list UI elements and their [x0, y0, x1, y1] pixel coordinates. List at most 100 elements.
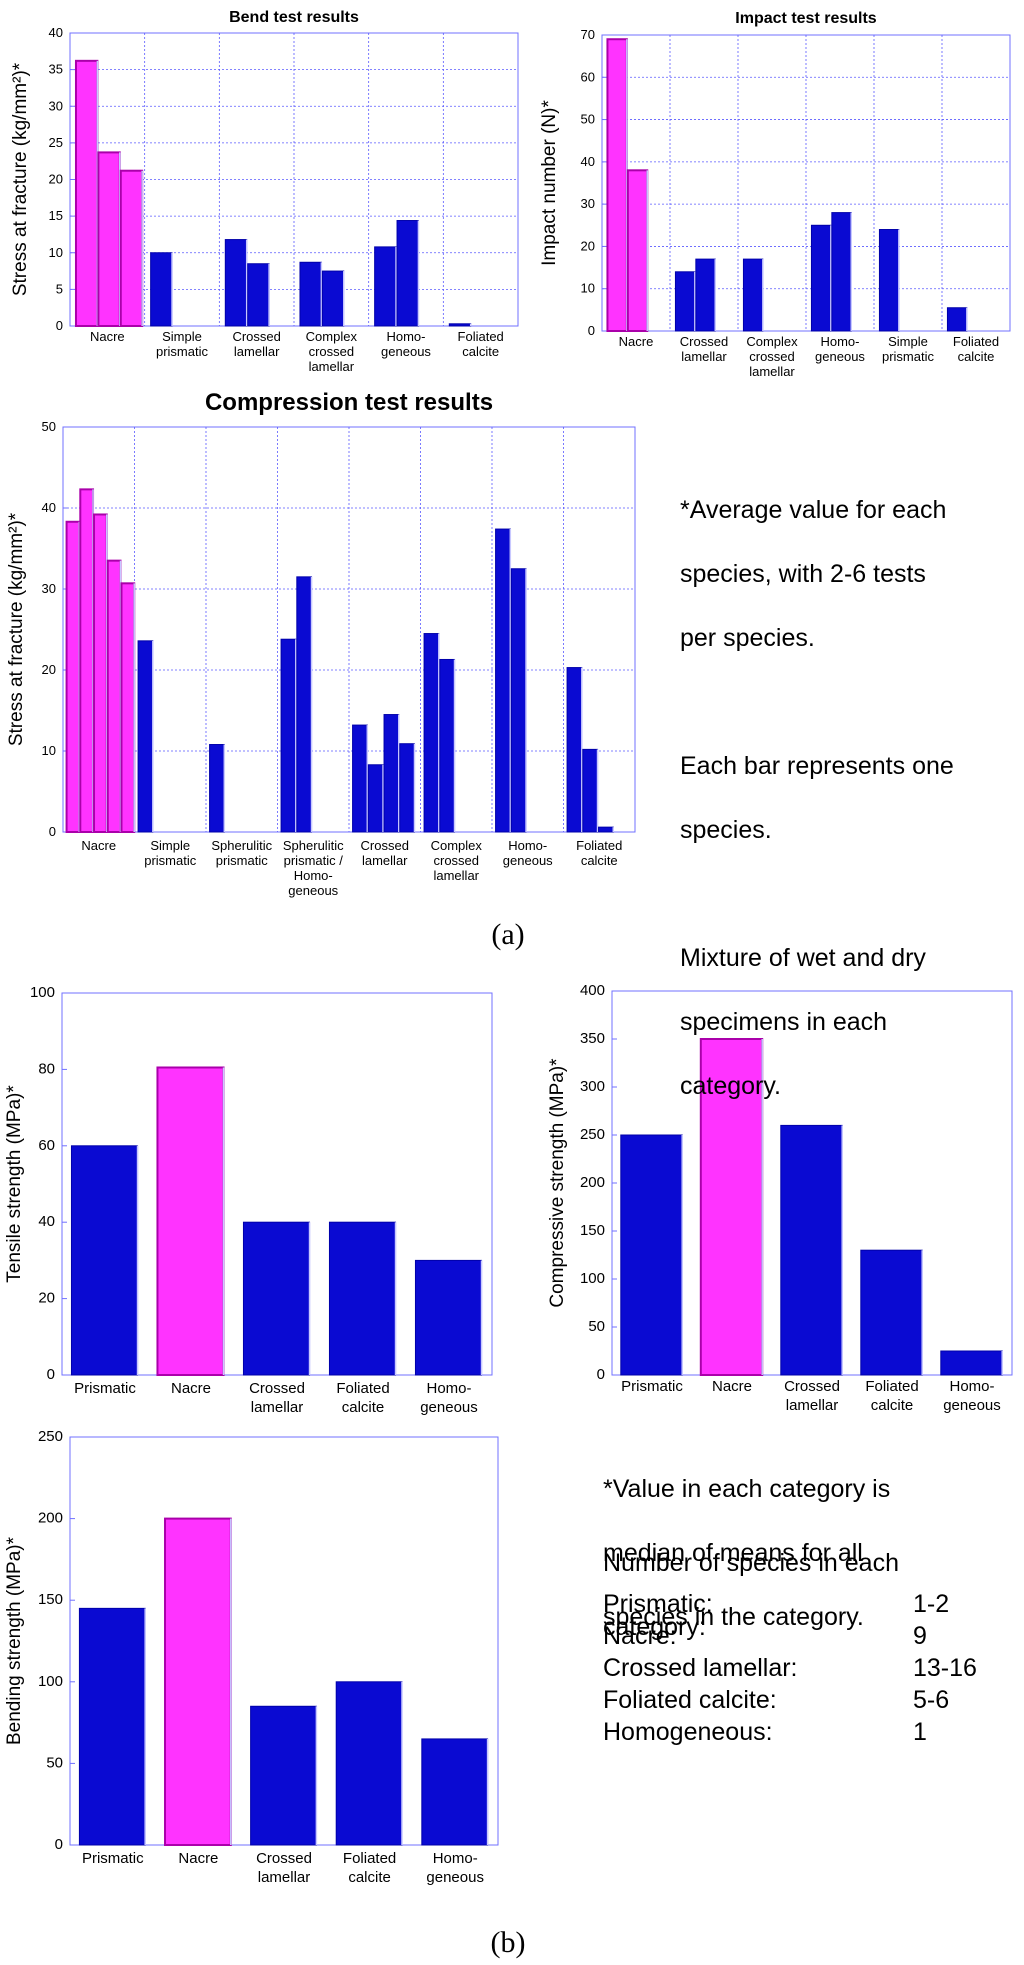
- category-label: Foliated: [336, 1380, 389, 1397]
- bar: [78, 1607, 146, 1846]
- bar: [374, 246, 397, 327]
- chart-tensile: 0 20 40 60 80 100 Tensile strength (MPa)* Prism…: [4, 984, 493, 1416]
- y-axis-label: Stress at fracture (kg/mm²)*: [10, 62, 31, 296]
- y-tick-label: 40: [38, 1213, 55, 1230]
- category-label: Homo-: [949, 1378, 994, 1395]
- category-label: Nacre: [178, 1850, 218, 1867]
- category-label: geneous: [815, 349, 865, 364]
- bar: [399, 743, 415, 833]
- note-a-line: [680, 878, 954, 910]
- category-label: Complex: [431, 838, 483, 853]
- category-label: Simple: [162, 329, 202, 344]
- y-tick-label: 0: [49, 824, 56, 839]
- category-label: prismatic: [144, 853, 197, 868]
- category-label: Complex: [746, 334, 798, 349]
- category-label: geneous: [288, 883, 338, 898]
- category-label: lamellar: [258, 1869, 311, 1886]
- note-a-line: species, with 2-6 tests: [680, 560, 926, 588]
- category-label: Nacre: [90, 329, 125, 344]
- y-tick-label: 60: [38, 1137, 55, 1154]
- bar: [250, 1705, 317, 1846]
- category-label: Foliated: [458, 329, 504, 344]
- panel-label-a: (a): [491, 918, 525, 951]
- category-label: calcite: [958, 349, 995, 364]
- category-label: geneous: [503, 853, 553, 868]
- category-label: lamellar: [749, 364, 795, 379]
- category-label: lamellar: [362, 853, 408, 868]
- bar: [383, 714, 400, 833]
- y-tick-label: 20: [49, 172, 63, 187]
- bar: [414, 1259, 483, 1376]
- bar: [150, 252, 173, 327]
- category-label: Prismatic: [74, 1380, 136, 1397]
- note-a-line: *Average value for each: [680, 496, 947, 524]
- y-tick-label: 5: [56, 281, 63, 296]
- bar: [810, 224, 832, 332]
- bar: [831, 212, 852, 332]
- bar: [878, 229, 900, 332]
- category-label: prismatic: [156, 344, 209, 359]
- chart-bend: 0 5 10 15 20 25 30 35 40 Bend test results Stress …: [10, 9, 519, 374]
- note-a-line: [680, 686, 954, 718]
- y-axis-label: Bending strength (MPa)*: [4, 1536, 25, 1745]
- y-tick-label: 25: [49, 135, 63, 150]
- category-label: calcite: [348, 1869, 391, 1886]
- y-tick-label: 20: [42, 662, 56, 677]
- category-label: geneous: [426, 1869, 484, 1886]
- bar: [582, 748, 599, 833]
- category-label: Nacre: [712, 1378, 752, 1395]
- bar: [606, 38, 628, 332]
- y-tick-label: 0: [55, 1836, 63, 1853]
- bar: [421, 1738, 489, 1846]
- category-label: Foliated: [576, 838, 622, 853]
- category-label: prismatic: [216, 853, 269, 868]
- category-label: Nacre: [619, 334, 654, 349]
- species-row-prismatic: Prismatic: 1-2: [603, 1588, 1003, 1620]
- bar: [598, 826, 614, 833]
- chart-impact: 0 10 20 30 40 50 60 70 Impact test results Impact…: [539, 10, 1011, 379]
- y-tick-label: 30: [49, 98, 63, 113]
- category-label: geneous: [943, 1397, 1001, 1414]
- y-tick-label: 70: [581, 27, 595, 42]
- y-axis-label: Tensile strength (MPa)*: [4, 1085, 25, 1283]
- category-label: lamellar: [681, 349, 727, 364]
- y-axis-label: Stress at fracture (kg/mm²)*: [6, 512, 27, 746]
- category-label: crossed: [433, 853, 479, 868]
- bar: [70, 1145, 139, 1376]
- y-tick-label: 0: [588, 323, 595, 338]
- category-label: Homo-: [426, 1380, 471, 1397]
- y-tick-label: 60: [581, 69, 595, 84]
- species-category: Homogeneous:: [603, 1718, 773, 1746]
- y-tick-label: 0: [597, 1366, 605, 1383]
- bar: [780, 1124, 843, 1376]
- category-label: Crossed: [784, 1378, 840, 1395]
- bar: [620, 1134, 683, 1376]
- y-tick-label: 250: [580, 1126, 605, 1143]
- bar: [224, 239, 248, 327]
- bar: [79, 488, 95, 833]
- y-tick-label: 300: [580, 1078, 605, 1095]
- y-axis-label: Compressive strength (MPa)*: [547, 1058, 568, 1308]
- y-tick-label: 200: [580, 1174, 605, 1191]
- category-label: Simple: [150, 838, 190, 853]
- chart-compressive: 0 50 100 150 200 250 300 350 400 Compressive stre…: [547, 982, 1013, 1414]
- bar: [65, 520, 81, 834]
- bar: [396, 220, 419, 327]
- bar: [296, 576, 313, 833]
- category-label: lamellar: [433, 868, 479, 883]
- species-count-table: Prismatic: 1-2 Nacre: 9 Crossed lamellar…: [603, 1588, 1003, 1748]
- bar: [946, 307, 968, 332]
- chart-bending: 0 50 100 150 200 250 Bending strength (MPa)* Pr…: [4, 1428, 499, 1886]
- category-label: lamellar: [251, 1399, 304, 1416]
- y-tick-label: 35: [49, 62, 63, 77]
- y-tick-label: 50: [588, 1318, 605, 1335]
- y-tick-label: 0: [47, 1366, 55, 1383]
- species-category: Nacre:: [603, 1622, 677, 1650]
- y-tick-label: 200: [38, 1510, 63, 1527]
- species-count: 5-6: [913, 1686, 950, 1714]
- note-b: *Value in each category is median of mea…: [603, 1441, 890, 1665]
- species-category: Prismatic:: [603, 1590, 713, 1618]
- category-label: Foliated: [953, 334, 999, 349]
- note-a-line: category.: [680, 1072, 781, 1100]
- note-a-line: per species.: [680, 624, 815, 652]
